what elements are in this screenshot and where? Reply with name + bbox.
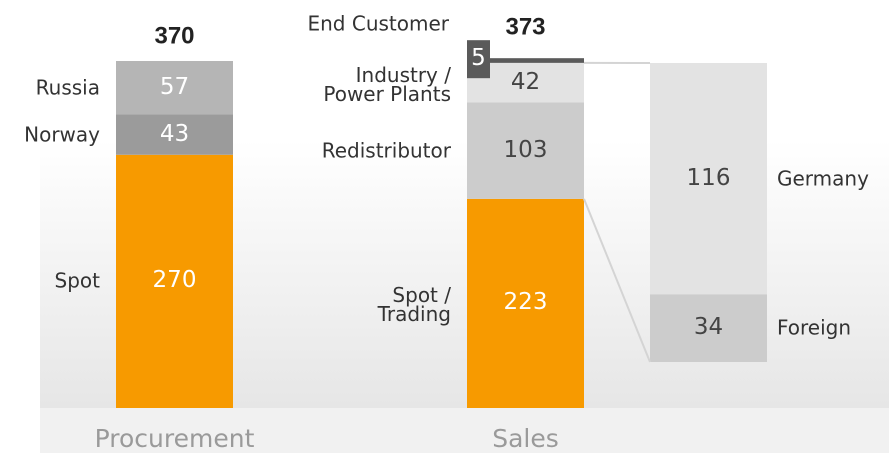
bar-segment [116,154,233,408]
value-label: 270 [152,267,197,294]
value-label: 223 [503,289,548,316]
breakdown-segment [650,294,767,362]
bar-segment [467,102,584,199]
value-label: 103 [503,136,548,163]
segment-label: Norway [24,122,100,147]
segment-label: End Customer [307,11,449,36]
value-label: 43 [159,120,190,147]
value-label: 34 [693,314,724,341]
total-label: 370 [154,22,195,50]
bar-segment [116,114,233,155]
total-label: 373 [505,13,546,41]
value-label-box [467,40,490,79]
segment-label: Germany [777,166,869,191]
category-label: Procurement [94,424,255,453]
segment-label: Redistributor [321,138,451,163]
segment-label: Russia [35,75,100,100]
value-label: 57 [159,73,190,100]
breakdown-segment [650,63,767,295]
segment-label: Spot [54,268,100,293]
value-label: 116 [686,164,731,191]
segment-label: Foreign [777,315,852,340]
footer-band [40,408,889,453]
value-label: 5 [471,45,486,72]
segment-label: Spot / Trading [377,283,451,327]
connector [583,198,651,363]
bar-segment [467,198,584,408]
value-label: 42 [510,68,541,95]
category-label: Sales [492,424,559,453]
bar-segment [467,58,584,63]
segment-label: Industry / Power Plants [323,62,451,106]
bar-segment [116,61,233,115]
